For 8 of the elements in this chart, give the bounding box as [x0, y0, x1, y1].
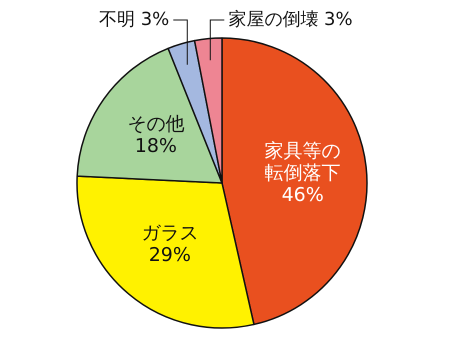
slice-label: 不明 3%: [98, 8, 170, 30]
data-label: 29%: [148, 244, 191, 266]
data-label: 18%: [134, 135, 177, 158]
slice-label: ガラス: [141, 222, 198, 244]
slice-label: 家具等の転倒落下: [264, 140, 341, 184]
slice-label: 家屋の倒壊 3%: [228, 8, 353, 30]
slice-label: その他: [127, 113, 184, 136]
data-label: 46%: [282, 184, 324, 206]
